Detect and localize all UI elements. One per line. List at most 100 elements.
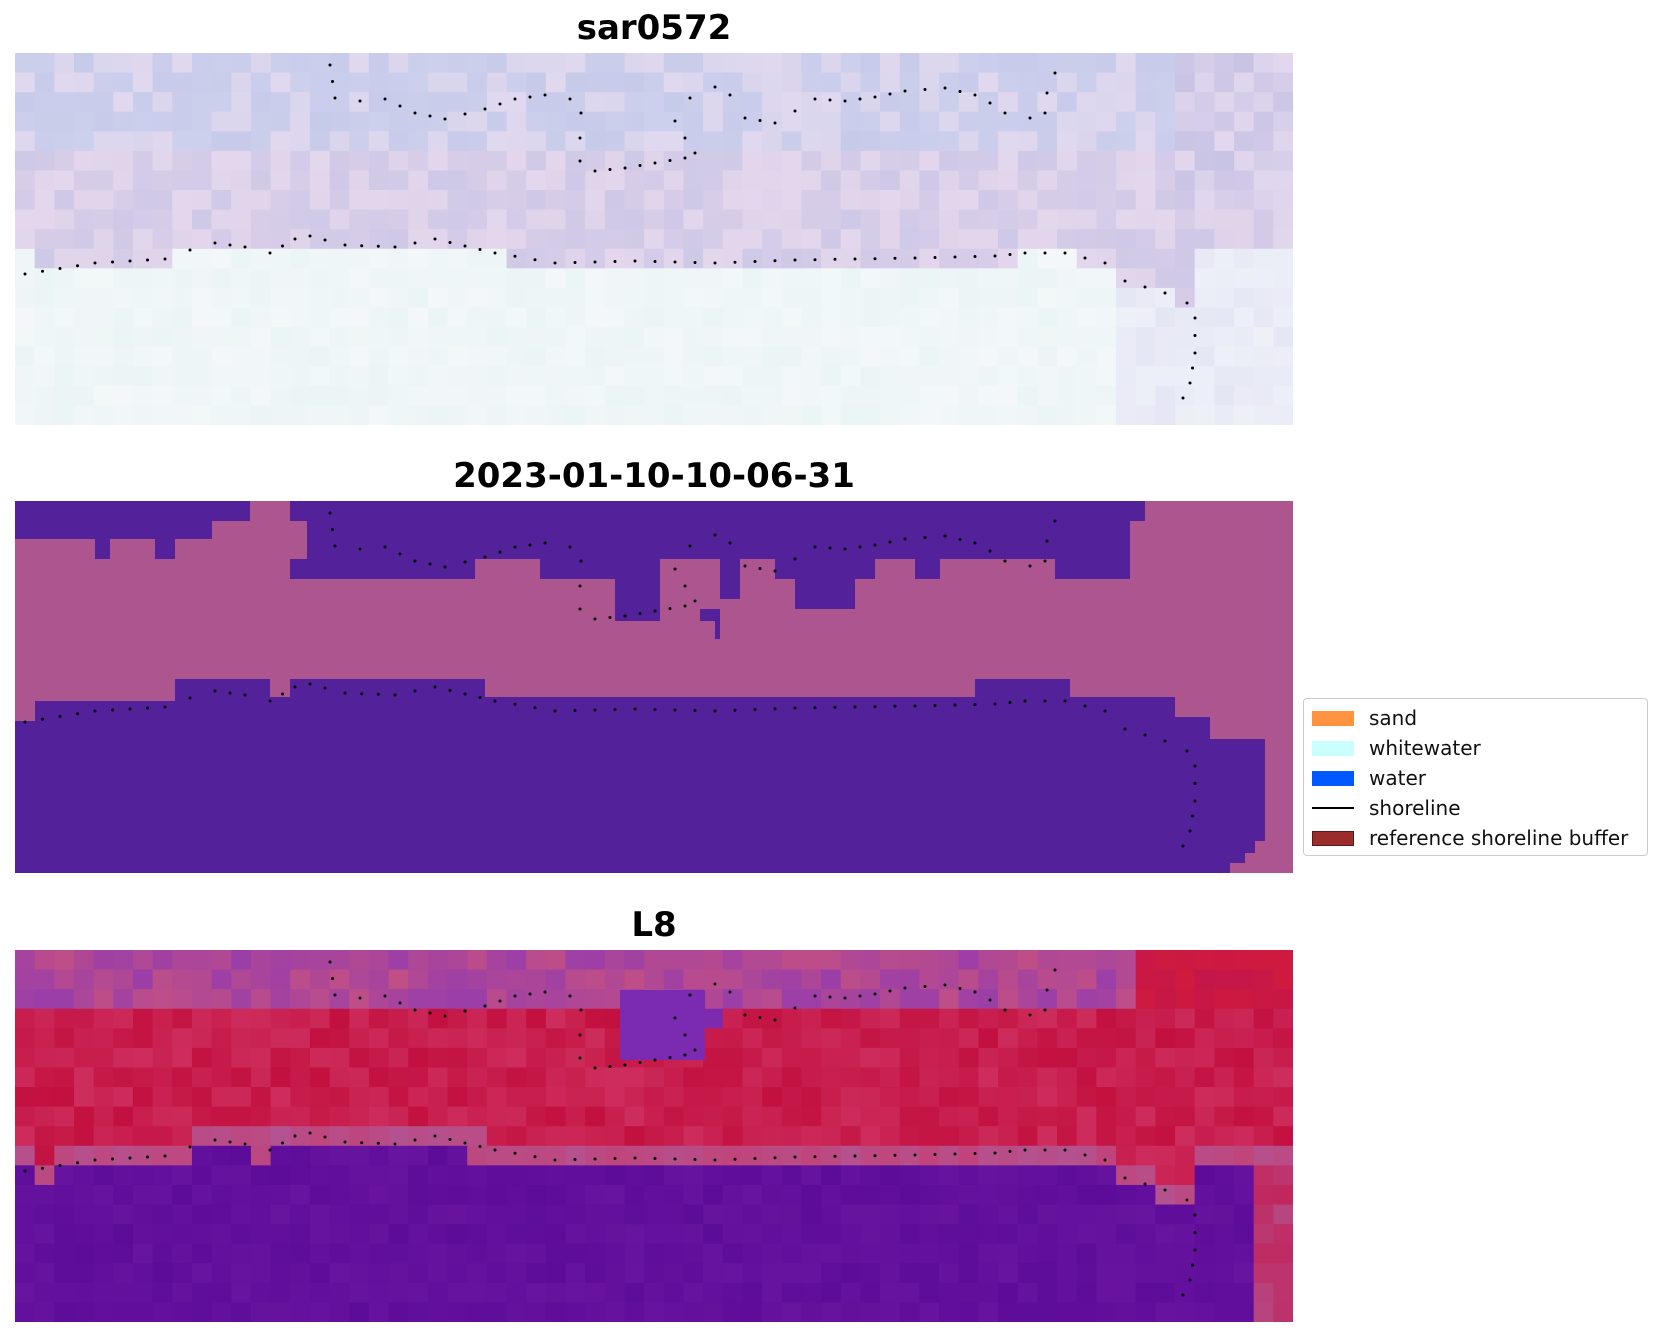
sar-pixel	[231, 229, 252, 250]
sar-pixel	[349, 385, 370, 407]
sar-pixel	[526, 131, 547, 152]
index-pixel	[545, 969, 567, 990]
index-pixel	[172, 1243, 193, 1264]
sar-pixel	[545, 170, 567, 191]
index-pixel	[290, 1067, 311, 1088]
sar-pixel	[1175, 248, 1196, 269]
index-pixel	[329, 1282, 350, 1304]
shoreline-point	[608, 616, 612, 619]
index-pixel	[1273, 1047, 1293, 1069]
index-pixel	[958, 1165, 980, 1186]
sar-pixel	[978, 385, 999, 407]
sar-pixel	[545, 92, 567, 113]
sar-pixel	[250, 190, 272, 211]
index-pixel	[447, 1087, 468, 1108]
shoreline-point	[433, 237, 437, 241]
index-pixel	[1116, 1204, 1137, 1225]
sar-pixel	[683, 268, 704, 289]
shoreline-point	[578, 1033, 582, 1037]
index-pixel	[978, 1243, 999, 1264]
index-pixel	[958, 1106, 980, 1127]
shoreline-point	[988, 998, 992, 1002]
sar-pixel	[211, 131, 232, 152]
sar-pixel	[309, 248, 331, 269]
index-pixel	[506, 1067, 527, 1088]
sar-pixel	[349, 229, 370, 250]
index-pixel	[506, 1087, 527, 1108]
index-pixel	[506, 1028, 527, 1049]
index-pixel	[545, 1302, 567, 1322]
shoreline-point	[1163, 1188, 1167, 1192]
index-pixel	[565, 1067, 586, 1088]
index-pixel	[211, 1126, 232, 1147]
sar-pixel	[1234, 405, 1255, 425]
water-region	[15, 501, 250, 559]
sar-pixel	[683, 248, 704, 269]
index-pixel	[1057, 1145, 1078, 1166]
sar-pixel	[624, 366, 645, 387]
shoreline-point	[463, 1141, 467, 1145]
sar-pixel	[1155, 53, 1176, 74]
sar-pixel	[250, 53, 272, 74]
sar-pixel	[1273, 287, 1293, 309]
index-pixel	[231, 1165, 252, 1186]
legend-label-whitewater: whitewater	[1369, 736, 1481, 760]
index-pixel	[1017, 1106, 1038, 1127]
sar-pixel	[1037, 92, 1058, 113]
sar-pixel	[762, 72, 783, 93]
sar-pixel	[1194, 405, 1215, 425]
sar-pixel	[644, 307, 665, 328]
index-pixel	[1116, 989, 1137, 1010]
sar-pixel	[1037, 385, 1058, 407]
index-pixel	[939, 1087, 960, 1108]
shoreline-point	[833, 705, 837, 709]
index-pixel	[388, 1047, 409, 1069]
shoreline-point	[923, 88, 927, 91]
sar-pixel	[427, 248, 449, 269]
sar-pixel	[939, 229, 960, 250]
sar-pixel	[309, 190, 331, 211]
index-pixel	[1116, 1224, 1137, 1245]
index-pixel	[349, 1067, 370, 1088]
index-pixel	[15, 1184, 36, 1206]
sar-pixel	[703, 111, 724, 132]
sar-pixel	[585, 366, 606, 387]
index-pixel	[73, 1165, 95, 1186]
sar-pixel	[840, 327, 862, 348]
sar-pixel	[1194, 150, 1215, 172]
sar-pixel	[408, 209, 429, 230]
index-pixel	[73, 950, 95, 971]
index-pixel	[408, 1243, 429, 1264]
index-pixel	[1234, 1126, 1255, 1147]
sar-pixel	[1135, 72, 1156, 93]
shoreline-point	[1163, 291, 1167, 295]
shoreline-point	[1123, 1176, 1127, 1180]
sar-pixel	[762, 307, 783, 328]
sar-pixel	[34, 209, 55, 230]
sar-pixel	[172, 307, 193, 328]
sar-pixel	[1135, 190, 1156, 211]
index-pixel	[939, 989, 960, 1010]
index-pixel	[211, 1302, 232, 1322]
sar-pixel	[1135, 229, 1156, 250]
index-pixel	[545, 1204, 567, 1225]
shoreline-point	[758, 119, 762, 122]
index-pixel	[742, 1263, 763, 1284]
sar-pixel	[663, 53, 685, 74]
index-pixel	[290, 1204, 311, 1225]
index-pixel	[978, 950, 999, 971]
index-pixel	[172, 1087, 193, 1108]
index-pixel	[703, 1165, 724, 1186]
sar-pixel	[172, 209, 193, 230]
sar-pixel	[211, 268, 232, 289]
sar-pixel	[1096, 92, 1117, 113]
index-pixel	[486, 1067, 508, 1088]
sar-pixel	[506, 346, 527, 367]
sar-pixel	[1116, 170, 1137, 191]
index-pixel	[15, 1106, 36, 1127]
index-pixel	[1116, 1087, 1137, 1108]
sar-pixel	[408, 248, 429, 269]
sar-pixel	[703, 268, 724, 289]
index-pixel	[703, 1263, 724, 1284]
index-pixel	[801, 1263, 822, 1284]
